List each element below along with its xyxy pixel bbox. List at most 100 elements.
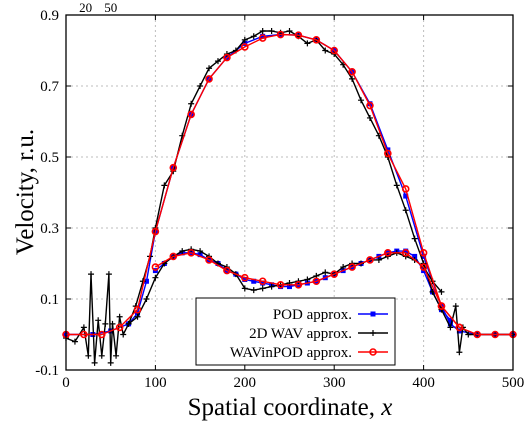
data-point-plus	[358, 97, 365, 104]
y-tick-label: -0.1	[35, 363, 59, 379]
data-point-circle	[330, 270, 339, 278]
data-point-plus	[322, 269, 329, 276]
legend-label: WAVinPOD approx.	[230, 345, 352, 361]
data-point-circle	[223, 53, 231, 62]
data-point-square	[403, 248, 409, 254]
x-axis-title: Spatial coordinate, x	[188, 394, 393, 421]
data-point-square	[197, 252, 203, 258]
data-point-plus	[197, 83, 204, 89]
data-point-plus	[286, 27, 293, 34]
series-wavinpod-approx-	[151, 249, 464, 332]
data-point-circle	[384, 149, 392, 158]
series-line	[66, 33, 513, 336]
data-point-circle	[419, 249, 428, 257]
data-point-plus	[179, 248, 186, 255]
data-point-circle	[241, 273, 249, 282]
data-point-circle	[369, 348, 377, 356]
data-point-circle	[401, 249, 410, 257]
data-point-plus	[107, 359, 114, 366]
data-point-square	[251, 278, 257, 284]
data-point-square	[287, 284, 292, 290]
top-annotation: 20	[79, 0, 92, 15]
plot-frame	[65, 14, 514, 371]
data-point-plus	[206, 65, 213, 72]
data-point-circle	[366, 256, 374, 264]
data-point-square	[447, 317, 453, 323]
legend: POD approx. 2D WAV approx. WAVinPOD approx…	[195, 297, 396, 366]
data-point-circle	[133, 305, 142, 314]
top-annotation: 50	[104, 0, 117, 15]
data-point-plus	[447, 324, 454, 331]
data-point-circle	[330, 46, 339, 55]
data-point-square	[403, 193, 409, 199]
data-point-square	[367, 101, 373, 107]
data-point-plus	[116, 313, 123, 320]
data-point-plus	[259, 285, 266, 292]
data-point-plus	[322, 47, 329, 54]
data-point-circle	[80, 330, 88, 339]
data-point-plus	[304, 276, 311, 283]
data-point-plus	[375, 256, 382, 263]
data-point-plus	[268, 283, 275, 290]
data-point-plus	[161, 182, 168, 189]
x-tick-label: 200	[234, 375, 257, 391]
data-point-plus	[120, 331, 127, 338]
data-point-circle	[97, 330, 106, 339]
data-point-circle	[115, 323, 124, 332]
data-point-circle	[276, 30, 285, 39]
data-point-circle	[151, 227, 160, 236]
x-tick-label: 100	[144, 375, 167, 391]
data-point-plus	[95, 317, 102, 324]
data-point-plus	[188, 100, 195, 107]
series-wavinpod-approx-	[62, 30, 517, 339]
data-point-square	[370, 311, 376, 317]
legend-item: 2D WAV approx.	[249, 326, 388, 342]
data-point-plus	[250, 287, 257, 294]
series-line	[66, 33, 513, 336]
data-point-circle	[437, 302, 446, 310]
data-point-circle	[419, 263, 428, 271]
data-point-circle	[455, 323, 464, 332]
data-point-circle	[473, 330, 482, 339]
data-point-plus	[143, 296, 150, 302]
data-point-plus	[456, 349, 463, 356]
data-point-plus	[452, 303, 459, 310]
series-pod-approx-	[63, 32, 516, 337]
x-tick-label: 500	[502, 375, 525, 391]
data-point-plus	[152, 274, 159, 281]
data-point-plus	[402, 207, 409, 214]
data-point-plus	[71, 338, 78, 345]
data-point-circle	[276, 280, 285, 289]
data-point-circle	[169, 163, 178, 172]
data-point-plus	[125, 320, 132, 327]
data-point-plus	[366, 114, 373, 121]
legend-box	[195, 297, 396, 366]
data-point-plus	[80, 324, 87, 331]
data-point-plus	[340, 61, 347, 68]
data-point-plus	[349, 75, 356, 82]
x-tick-label: 300	[323, 375, 346, 391]
data-point-circle	[187, 110, 195, 119]
data-point-circle	[169, 252, 178, 261]
data-point-square	[260, 280, 266, 286]
y-tick-label: 0.5	[40, 150, 59, 166]
data-point-plus	[105, 271, 112, 278]
data-point-plus	[113, 352, 120, 359]
data-point-square	[143, 278, 149, 284]
y-tick-label: 0.9	[40, 8, 59, 24]
y-tick-label: 0.7	[40, 79, 59, 95]
data-point-plus	[98, 352, 105, 359]
data-point-circle	[241, 43, 249, 51]
x-tick-label: 0	[62, 375, 70, 391]
data-point-plus	[102, 320, 109, 327]
data-point-plus	[91, 359, 98, 366]
data-point-circle	[491, 330, 499, 339]
legend-item: POD approx.	[273, 307, 388, 323]
data-point-plus	[438, 288, 445, 295]
data-point-plus	[259, 27, 266, 34]
y-tick-label: 0.3	[40, 221, 59, 237]
data-point-circle	[223, 266, 231, 275]
data-point-circle	[151, 263, 160, 271]
data-point-plus	[340, 264, 347, 271]
